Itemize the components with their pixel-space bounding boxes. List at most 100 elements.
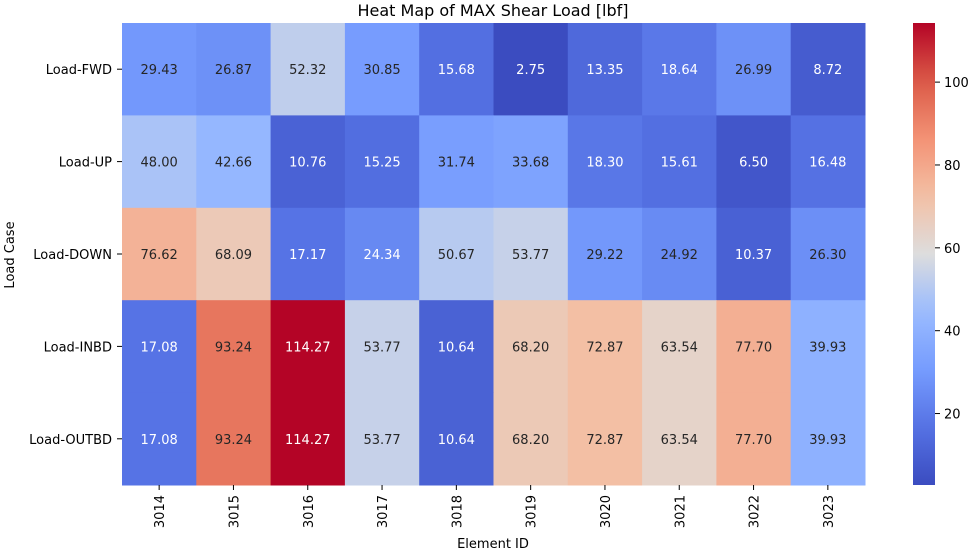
y-tick-label: Load-UP — [59, 156, 112, 171]
heatmap-cell — [270, 23, 346, 116]
heatmap-cell — [122, 115, 197, 209]
cell-value-label: 18.30 — [586, 156, 623, 171]
heatmap-cell — [790, 300, 866, 394]
cell-value-label: 52.32 — [289, 63, 326, 78]
heatmap-cell — [567, 207, 643, 301]
cell-value-label: 10.64 — [438, 433, 475, 448]
heatmap-cell — [716, 23, 792, 116]
cell-value-label: 17.17 — [289, 248, 326, 263]
cell-value-label: 29.22 — [586, 248, 623, 263]
heatmap-cell — [196, 300, 272, 394]
heatmap-cell — [567, 300, 643, 394]
cell-value-label: 18.64 — [661, 63, 698, 78]
y-tick-label: Load-OUTBD — [29, 433, 112, 448]
heatmap-cell — [122, 23, 197, 116]
heatmap-cell — [493, 300, 569, 394]
cell-value-label: 114.27 — [285, 340, 331, 355]
x-axis-label: Element ID — [457, 537, 529, 551]
heatmap-cells: 29.43 26.87 52.32 30.85 15.68 2.75 13.35 18.64 2… — [122, 23, 866, 486]
heatmap-cell — [344, 115, 420, 209]
cell-value-label: 17.08 — [141, 433, 178, 448]
heatmap-cell — [344, 207, 420, 301]
y-tick-labels: Load-FWD Load-UP Load-DOWN Load-INBD Load-OU… — [29, 63, 122, 448]
cell-value-label: 13.35 — [586, 63, 623, 78]
heatmap-cell — [642, 115, 717, 209]
heatmap-cell — [419, 115, 494, 209]
cell-value-label: 10.37 — [735, 248, 772, 263]
heatmap-cell — [716, 115, 792, 209]
x-tick-label: 3019 — [525, 495, 540, 528]
cell-value-label: 53.77 — [512, 248, 549, 263]
y-tick-label: Load-FWD — [46, 63, 112, 78]
y-axis-label: Load Case — [3, 221, 18, 288]
cell-value-label: 15.25 — [363, 156, 400, 171]
heatmap-cell — [270, 207, 346, 301]
cell-value-label: 76.62 — [141, 248, 178, 263]
heatmap-cell — [493, 392, 569, 486]
x-tick-label: 3020 — [599, 495, 614, 528]
cell-value-label: 15.61 — [661, 156, 698, 171]
x-tick-label: 3021 — [673, 495, 688, 528]
x-tick-label: 3022 — [748, 495, 763, 528]
heatmap-cell — [122, 300, 197, 394]
colorbar-ticks: 20 40 60 80 100 — [935, 76, 969, 423]
heatmap-cell — [790, 392, 866, 486]
colorbar-tick-label: 80 — [944, 159, 961, 174]
x-tick-label: 3015 — [227, 495, 242, 528]
heatmap-cell — [642, 300, 717, 394]
x-tick-label: 3023 — [822, 495, 837, 528]
cell-value-label: 114.27 — [285, 433, 331, 448]
colorbar — [913, 23, 935, 485]
cell-value-label: 63.54 — [661, 433, 698, 448]
cell-value-label: 16.48 — [809, 156, 846, 171]
heatmap-cell — [493, 23, 569, 116]
cell-value-label: 24.92 — [661, 248, 698, 263]
cell-value-label: 68.09 — [215, 248, 252, 263]
cell-value-label: 39.93 — [809, 340, 846, 355]
heatmap-cell — [419, 23, 494, 116]
heatmap-cell — [196, 23, 272, 116]
heatmap-cell — [642, 207, 717, 301]
colorbar-tick-label: 100 — [944, 76, 969, 91]
cell-value-label: 33.68 — [512, 156, 549, 171]
cell-value-label: 29.43 — [141, 63, 178, 78]
heatmap-cell — [419, 207, 494, 301]
heatmap-cell — [270, 392, 346, 486]
heatmap-cell — [270, 300, 346, 394]
heatmap-cell — [716, 300, 792, 394]
y-tick-label: Load-DOWN — [33, 248, 112, 263]
cell-value-label: 15.68 — [438, 63, 475, 78]
colorbar-tick-label: 20 — [944, 408, 961, 423]
cell-value-label: 6.50 — [739, 156, 768, 171]
cell-value-label: 10.64 — [438, 340, 475, 355]
cell-value-label: 30.85 — [363, 63, 400, 78]
heatmap-cell — [419, 300, 494, 394]
heatmap-cell — [790, 115, 866, 209]
heatmap-cell — [790, 23, 866, 116]
cell-value-label: 26.99 — [735, 63, 772, 78]
cell-value-label: 50.67 — [438, 248, 475, 263]
cell-value-label: 72.87 — [586, 340, 623, 355]
cell-value-label: 48.00 — [141, 156, 178, 171]
heatmap-cell — [493, 115, 569, 209]
cell-value-label: 53.77 — [363, 340, 400, 355]
chart-title: Heat Map of MAX Shear Load [lbf] — [358, 1, 629, 20]
heatmap-cell — [716, 207, 792, 301]
cell-value-label: 26.87 — [215, 63, 252, 78]
heatmap-cell — [716, 392, 792, 486]
heatmap-cell — [493, 207, 569, 301]
heatmap-cell — [567, 392, 643, 486]
cell-value-label: 42.66 — [215, 156, 252, 171]
cell-value-label: 68.20 — [512, 433, 549, 448]
cell-value-label: 63.54 — [661, 340, 698, 355]
heatmap-cell — [567, 23, 643, 116]
x-tick-label: 3014 — [153, 495, 168, 528]
x-tick-label: 3018 — [450, 495, 465, 528]
cell-value-label: 93.24 — [215, 433, 252, 448]
colorbar-tick-label: 60 — [944, 242, 961, 257]
cell-value-label: 17.08 — [141, 340, 178, 355]
cell-value-label: 72.87 — [586, 433, 623, 448]
x-tick-label: 3016 — [302, 495, 317, 528]
